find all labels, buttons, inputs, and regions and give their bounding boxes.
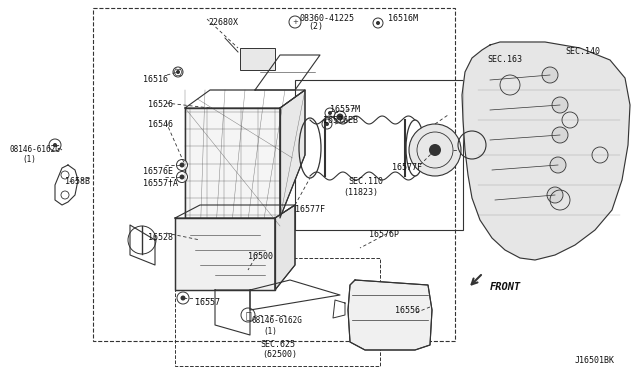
Bar — [185, 108, 280, 218]
Bar — [185, 108, 280, 218]
Polygon shape — [275, 205, 295, 290]
Text: 08146-6162G: 08146-6162G — [252, 316, 303, 325]
Circle shape — [325, 122, 329, 126]
Polygon shape — [462, 42, 630, 260]
Circle shape — [177, 292, 189, 304]
Text: 08146-6162G: 08146-6162G — [10, 145, 61, 154]
Text: 16576EB: 16576EB — [323, 116, 358, 125]
Polygon shape — [175, 218, 275, 290]
Circle shape — [179, 162, 185, 168]
Circle shape — [293, 20, 297, 24]
Text: (2): (2) — [308, 22, 323, 31]
Circle shape — [327, 110, 333, 116]
Text: SEC.110: SEC.110 — [348, 177, 383, 186]
Text: 16500: 16500 — [248, 252, 273, 261]
Text: SEC.625: SEC.625 — [260, 340, 295, 349]
Text: 16577F: 16577F — [295, 205, 325, 214]
Text: 16516M: 16516M — [388, 14, 418, 23]
Circle shape — [322, 119, 332, 129]
Circle shape — [324, 121, 330, 127]
Text: 16526: 16526 — [148, 100, 173, 109]
Circle shape — [429, 144, 441, 156]
Text: Ⓑ: Ⓑ — [245, 310, 251, 320]
Text: J16501BK: J16501BK — [575, 356, 615, 365]
Circle shape — [177, 171, 188, 183]
Text: 08360-41225: 08360-41225 — [299, 14, 354, 23]
Text: 16556: 16556 — [395, 306, 420, 315]
Circle shape — [337, 113, 344, 121]
Text: 16516: 16516 — [143, 75, 168, 84]
Polygon shape — [280, 90, 305, 218]
Text: (δ2500): (δ2500) — [262, 350, 297, 359]
Text: 16528: 16528 — [148, 233, 173, 242]
Circle shape — [245, 312, 251, 318]
Text: 16546: 16546 — [148, 120, 173, 129]
Text: 16576E: 16576E — [143, 167, 173, 176]
Text: (1): (1) — [263, 327, 277, 336]
Text: 16577F: 16577F — [392, 163, 422, 172]
Circle shape — [542, 67, 558, 83]
Circle shape — [53, 143, 57, 147]
Circle shape — [176, 70, 180, 74]
Text: SEC.140: SEC.140 — [565, 47, 600, 56]
Text: 16576P: 16576P — [369, 230, 399, 239]
Bar — [175, 258, 380, 366]
Bar — [240, 48, 275, 70]
Circle shape — [552, 127, 568, 143]
Text: (11823): (11823) — [343, 188, 378, 197]
Circle shape — [550, 157, 566, 173]
Circle shape — [552, 97, 568, 113]
Text: (1): (1) — [22, 155, 36, 164]
Text: 16557M: 16557M — [330, 105, 360, 114]
Bar — [93, 8, 455, 341]
Text: SEC.163: SEC.163 — [487, 55, 522, 64]
Text: +: + — [292, 19, 298, 25]
Text: 22680X: 22680X — [208, 18, 238, 27]
Circle shape — [179, 174, 184, 180]
Circle shape — [325, 108, 335, 118]
Circle shape — [328, 111, 332, 115]
Text: FRONT: FRONT — [490, 282, 521, 292]
Circle shape — [376, 21, 380, 25]
Circle shape — [289, 16, 301, 28]
Circle shape — [179, 163, 184, 167]
Circle shape — [180, 295, 186, 301]
Circle shape — [547, 187, 563, 203]
Bar — [295, 80, 463, 230]
Circle shape — [180, 295, 186, 301]
Polygon shape — [348, 280, 432, 350]
Circle shape — [241, 308, 255, 322]
Circle shape — [409, 124, 461, 176]
Circle shape — [179, 174, 185, 180]
Text: 16557: 16557 — [195, 298, 220, 307]
Text: 16557†A: 16557†A — [143, 178, 178, 187]
Circle shape — [177, 160, 188, 170]
Text: 1658B: 1658B — [65, 177, 90, 186]
